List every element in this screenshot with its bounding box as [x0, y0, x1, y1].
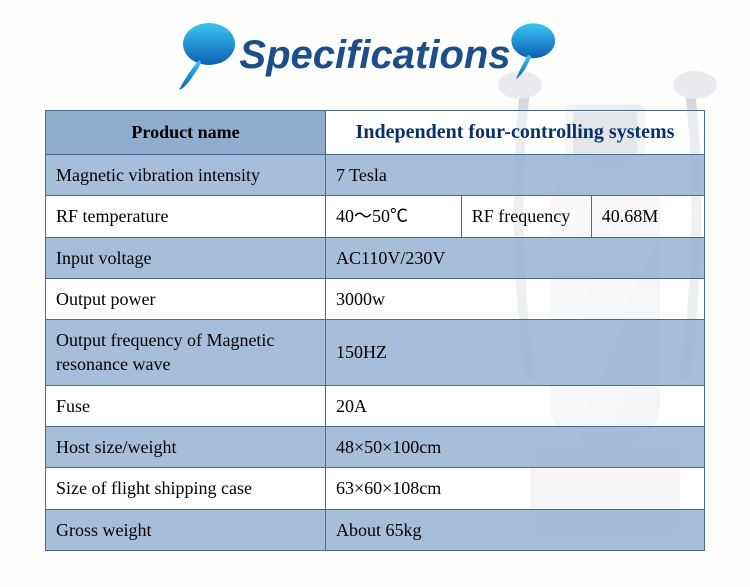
specs-table: Product name Independent four-controllin… [45, 110, 705, 551]
table-row: Output frequency of Magnetic resonance w… [46, 320, 705, 386]
spec-label: Output power [46, 278, 326, 319]
header: Specifications [0, 0, 750, 110]
spec-label: Input voltage [46, 237, 326, 278]
spec-label: RF temperature [46, 196, 326, 237]
col-product-name: Product name [46, 111, 326, 155]
spec-label: Output frequency of Magnetic resonance w… [46, 320, 326, 386]
table-row: RF temperature 40～50℃ RF frequency 40.68… [46, 196, 705, 237]
paddle-left-icon [165, 18, 245, 98]
table-row: Gross weight About 65kg [46, 509, 705, 550]
table-row: Magnetic vibration intensity 7 Tesla [46, 155, 705, 196]
col-product-value: Independent four-controlling systems [326, 111, 705, 155]
spec-label: Magnetic vibration intensity [46, 155, 326, 196]
spec-value: About 65kg [326, 509, 705, 550]
spec-value: AC110V/230V [326, 237, 705, 278]
spec-label: Gross weight [46, 509, 326, 550]
spec-value: 63×60×108cm [326, 468, 705, 509]
spec-label: Size of flight shipping case [46, 468, 326, 509]
table-row: Host size/weight 48×50×100cm [46, 427, 705, 468]
table-row: Fuse 20A [46, 385, 705, 426]
spec-value: 3000w [326, 278, 705, 319]
spec-value: 7 Tesla [326, 155, 705, 196]
spec-label: Host size/weight [46, 427, 326, 468]
table-row: Input voltage AC110V/230V [46, 237, 705, 278]
spec-value: 40.68M [591, 196, 704, 237]
spec-value: 40～50℃ [326, 196, 462, 237]
table-row: Output power 3000w [46, 278, 705, 319]
page-title: Specifications [239, 33, 510, 78]
paddle-right-icon [500, 18, 570, 88]
spec-label: Fuse [46, 385, 326, 426]
table-row: Size of flight shipping case 63×60×108cm [46, 468, 705, 509]
spec-value: 20A [326, 385, 705, 426]
spec-value: 48×50×100cm [326, 427, 705, 468]
spec-sub-label: RF frequency [461, 196, 591, 237]
spec-value: 150HZ [326, 320, 705, 386]
table-header-row: Product name Independent four-controllin… [46, 111, 705, 155]
